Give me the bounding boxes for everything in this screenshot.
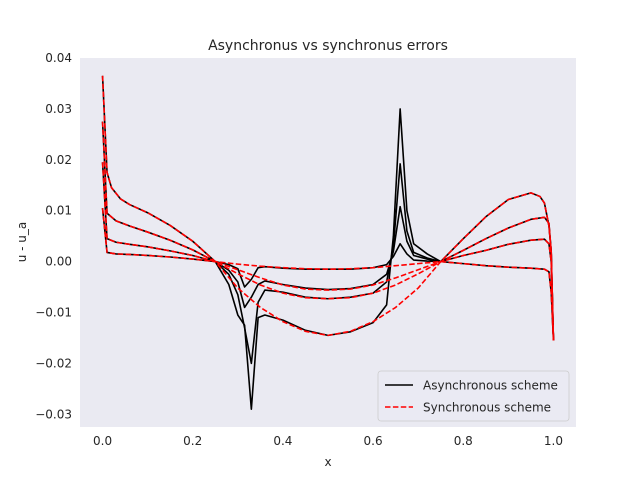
y-axis-label: u - u_a	[15, 222, 29, 263]
y-tick-label: −0.03	[35, 407, 72, 421]
legend-label-synchronous: Synchronous scheme	[423, 401, 551, 415]
chart-title: Asynchronus vs synchronus errors	[208, 38, 448, 54]
legend: Asynchronous scheme Synchronous scheme	[377, 370, 570, 422]
y-tick-label: 0.03	[45, 102, 72, 116]
x-axis: 0.0 0.2 0.4 0.6 0.8 1.0	[93, 434, 563, 448]
legend-label-asynchronous: Asynchronous scheme	[423, 379, 558, 393]
y-tick-label: 0.01	[45, 204, 72, 218]
y-tick-label: 0.00	[45, 255, 72, 269]
y-tick-label: 0.02	[45, 153, 72, 167]
synchronous-series-line-4	[101, 208, 555, 341]
synchronous-series-line-7	[101, 75, 555, 341]
synchronous-series-line-5	[101, 162, 555, 341]
y-tick-label: −0.02	[35, 356, 72, 370]
x-axis-label: x	[324, 455, 331, 469]
synchronous-series-line-6	[101, 121, 555, 341]
plot-area	[80, 58, 576, 427]
x-tick-label: 1.0	[544, 434, 563, 448]
x-tick-label: 0.2	[183, 434, 202, 448]
x-tick-label: 0.8	[454, 434, 473, 448]
x-tick-label: 0.0	[93, 434, 112, 448]
y-tick-label: 0.04	[45, 51, 72, 65]
series-layer	[101, 75, 555, 410]
y-axis: −0.03 −0.02 −0.01 0.00 0.01 0.02 0.03 0.04	[35, 51, 72, 421]
legend-box	[377, 370, 570, 422]
x-tick-label: 0.4	[273, 434, 292, 448]
x-tick-label: 0.6	[364, 434, 383, 448]
y-tick-label: −0.01	[35, 305, 72, 319]
